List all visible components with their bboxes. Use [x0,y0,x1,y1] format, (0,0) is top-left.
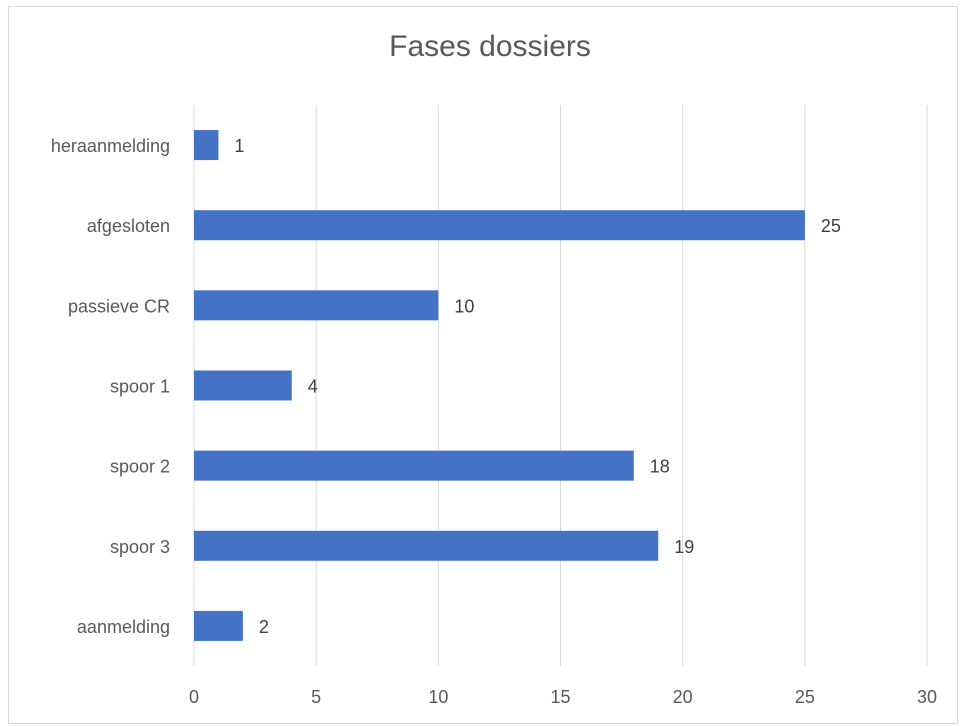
bar-1 [194,210,805,241]
data-label-4: 18 [650,457,670,477]
chart-title: Fases dossiers [389,30,591,63]
gridlines [193,105,928,666]
category-label-2: passieve CR [68,296,170,316]
bar-3 [194,370,292,401]
x-tick-label-3: 15 [550,687,570,707]
bars [194,130,805,641]
data-label-3: 4 [308,377,318,397]
bar-0 [194,130,219,161]
data-label-5: 19 [674,537,694,557]
bar-6 [194,610,243,641]
x-tick-label-2: 10 [428,687,448,707]
bar-2 [194,290,439,321]
category-label-3: spoor 1 [110,377,170,397]
data-label-1: 25 [821,216,841,236]
data-label-6: 2 [259,617,269,637]
bar-5 [194,530,659,561]
x-tick-label-6: 30 [917,687,937,707]
x-tick-label-0: 0 [189,687,199,707]
category-label-4: spoor 2 [110,457,170,477]
category-labels: heraanmelding afgesloten passieve CR spoor … [51,136,170,637]
data-label-2: 10 [454,296,474,316]
data-label-0: 1 [234,136,244,156]
category-label-1: afgesloten [87,216,170,236]
x-tick-label-1: 5 [311,687,321,707]
chart-area [8,6,958,724]
category-label-0: heraanmelding [51,136,170,156]
x-tick-label-5: 25 [795,687,815,707]
x-tick-labels: 0 5 10 15 20 25 30 [189,687,937,707]
category-label-6: aanmelding [77,617,170,637]
data-labels: 1 25 10 4 18 19 2 [234,136,840,637]
x-tick-label-4: 20 [673,687,693,707]
category-label-5: spoor 3 [110,537,170,557]
bar-4 [194,450,634,481]
